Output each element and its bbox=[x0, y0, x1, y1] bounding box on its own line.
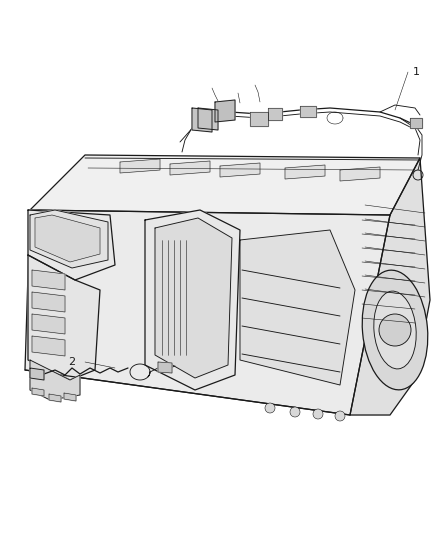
Polygon shape bbox=[158, 362, 172, 373]
Polygon shape bbox=[64, 393, 76, 401]
Polygon shape bbox=[155, 218, 232, 378]
Circle shape bbox=[379, 314, 411, 346]
Polygon shape bbox=[170, 161, 210, 175]
Polygon shape bbox=[340, 167, 380, 181]
Polygon shape bbox=[49, 394, 61, 402]
Polygon shape bbox=[32, 292, 65, 312]
Circle shape bbox=[265, 403, 275, 413]
Polygon shape bbox=[250, 112, 268, 126]
Polygon shape bbox=[32, 314, 65, 334]
Polygon shape bbox=[268, 108, 282, 120]
Polygon shape bbox=[35, 215, 100, 262]
Polygon shape bbox=[198, 108, 218, 130]
Polygon shape bbox=[240, 230, 355, 385]
Polygon shape bbox=[145, 210, 240, 390]
Ellipse shape bbox=[374, 291, 416, 369]
Circle shape bbox=[290, 407, 300, 417]
Polygon shape bbox=[32, 270, 65, 290]
Text: 2: 2 bbox=[68, 357, 75, 367]
Polygon shape bbox=[30, 155, 420, 215]
Polygon shape bbox=[30, 360, 80, 400]
Polygon shape bbox=[215, 100, 235, 122]
Polygon shape bbox=[120, 159, 160, 173]
Polygon shape bbox=[30, 210, 108, 268]
Polygon shape bbox=[220, 163, 260, 177]
Polygon shape bbox=[32, 336, 65, 356]
Polygon shape bbox=[192, 108, 212, 132]
Ellipse shape bbox=[362, 270, 428, 390]
Text: 1: 1 bbox=[413, 67, 420, 77]
Polygon shape bbox=[30, 368, 44, 380]
Circle shape bbox=[335, 411, 345, 421]
Polygon shape bbox=[285, 165, 325, 179]
Polygon shape bbox=[28, 210, 115, 280]
Circle shape bbox=[313, 409, 323, 419]
Polygon shape bbox=[25, 210, 390, 415]
Polygon shape bbox=[300, 106, 316, 117]
Polygon shape bbox=[350, 158, 430, 415]
Polygon shape bbox=[32, 388, 44, 396]
Polygon shape bbox=[410, 118, 422, 128]
Polygon shape bbox=[28, 255, 100, 380]
